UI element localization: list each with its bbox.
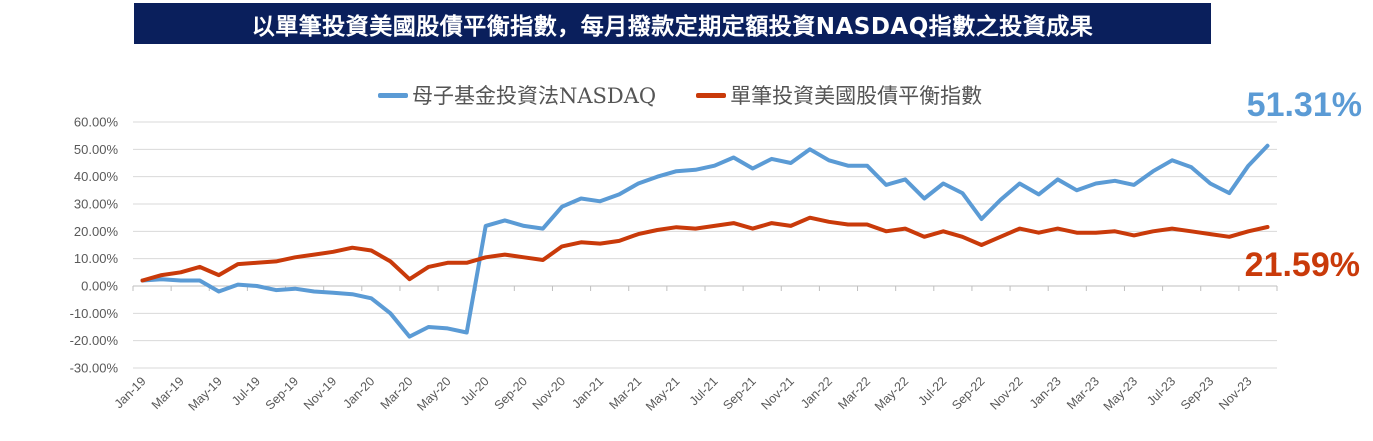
y-tick-label: 60.00% (74, 115, 119, 130)
x-tick-label: Sep-22 (949, 374, 987, 412)
chart-title-banner: 以單筆投資美國股債平衡指數，每月撥款定期定額投資NASDAQ指數之投資成果 (134, 3, 1211, 44)
legend-item-balanced: 單筆投資美國股債平衡指數 (696, 80, 982, 110)
y-tick-label: 50.00% (74, 142, 119, 157)
x-tick-label: Jan-19 (112, 374, 149, 411)
x-tick-label: Jul-19 (229, 374, 263, 408)
legend: 母子基金投資法NASDAQ 單筆投資美國股債平衡指數 (378, 80, 1022, 110)
y-tick-label: -10.00% (70, 306, 119, 321)
x-tick-label: Jul-22 (915, 374, 949, 408)
x-tick-label: Jul-21 (687, 374, 721, 408)
x-tick-label: Mar-21 (606, 374, 644, 412)
x-tick-label: Jan-20 (341, 374, 378, 411)
x-tick-label: Jan-21 (569, 374, 606, 411)
x-tick-label: Jan-23 (1027, 374, 1064, 411)
x-tick-label: Jul-20 (458, 374, 492, 408)
legend-swatch-balanced (696, 92, 727, 98)
x-tick-label: Nov-22 (987, 374, 1025, 412)
legend-label-balanced: 單筆投資美國股債平衡指數 (730, 84, 983, 108)
x-tick-label: May-20 (414, 374, 453, 413)
x-tick-label: Mar-22 (835, 374, 873, 412)
x-tick-label: Sep-23 (1178, 374, 1216, 412)
end-label-nasdaq: 51.31% (1247, 86, 1362, 124)
x-tick-label: Nov-19 (301, 374, 339, 412)
x-axis (132, 285, 1278, 291)
y-tick-label: 0.00% (81, 279, 118, 294)
legend-item-nasdaq: 母子基金投資法NASDAQ (378, 80, 656, 110)
x-tick-label: Jan-22 (798, 374, 835, 411)
y-tick-label: 10.00% (74, 251, 119, 266)
x-tick-label: Sep-21 (720, 374, 758, 412)
x-tick-label: Mar-23 (1064, 374, 1102, 412)
y-tick-label: -30.00% (70, 361, 119, 376)
end-label-balanced: 21.59% (1245, 246, 1360, 284)
series-line-nasdaq (140, 143, 1270, 339)
x-tick-label: May-19 (186, 374, 225, 413)
x-tick-label: Sep-19 (263, 374, 301, 412)
x-tick-label: May-23 (1101, 374, 1140, 413)
y-tick-label: 30.00% (74, 197, 119, 212)
legend-label-nasdaq: 母子基金投資法NASDAQ (412, 84, 657, 108)
end-labels: 51.31% 21.59% (1245, 86, 1362, 284)
series-line-balanced (140, 215, 1270, 283)
y-tick-label: 40.00% (74, 169, 119, 184)
x-tick-label: Nov-23 (1216, 374, 1254, 412)
x-tick-label: Jul-23 (1144, 374, 1178, 408)
x-tick-label: Nov-20 (530, 374, 568, 412)
x-tick-label: Sep-20 (492, 374, 530, 412)
legend-swatch-nasdaq (378, 92, 408, 98)
x-tick-label: Nov-21 (759, 374, 797, 412)
y-tick-label: 20.00% (74, 224, 119, 239)
x-tick-label: May-21 (643, 374, 682, 413)
chart-title: 以單筆投資美國股債平衡指數，每月撥款定期定額投資NASDAQ指數之投資成果 (251, 13, 1094, 40)
x-tick-label: Mar-20 (378, 374, 416, 412)
gridlines (133, 121, 1277, 369)
y-axis-ticks: 60.00% 50.00% 40.00% 30.00% 20.00% 10.00% 0.00… (70, 115, 119, 376)
y-tick-label: -20.00% (70, 333, 119, 348)
x-tick-label: Mar-19 (149, 374, 187, 412)
x-tick-label: May-22 (872, 374, 911, 413)
series-lines (140, 143, 1270, 339)
